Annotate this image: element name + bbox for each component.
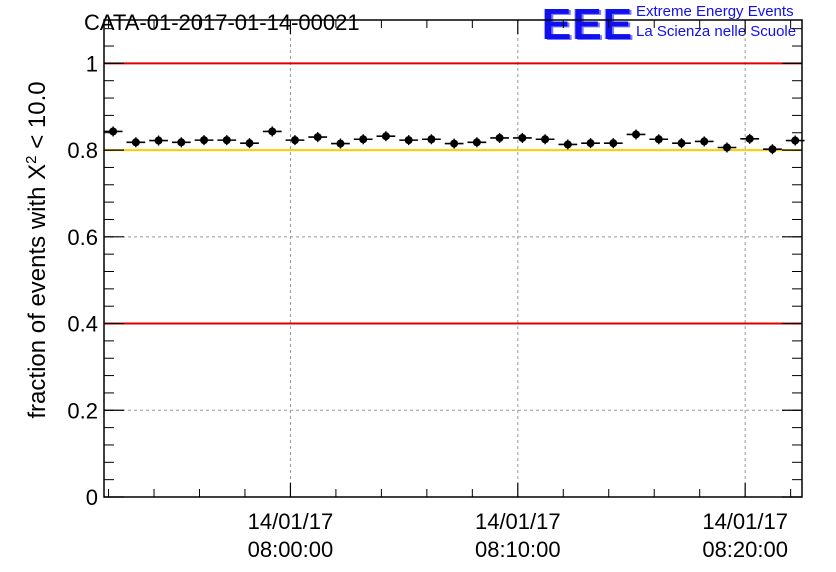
grid-layer [104, 20, 802, 497]
data-point [268, 127, 277, 136]
data-point [632, 130, 641, 139]
y-tick-label: 0.8 [67, 138, 98, 163]
data-point [290, 136, 299, 145]
logo-line-1: Extreme Energy Events [636, 3, 794, 20]
x-axis: 14/01/17 08:00:00 14/01/17 08:10:00 14/01/17… [108, 20, 792, 562]
data-point [722, 143, 731, 152]
data-point [427, 135, 436, 144]
data-point [200, 136, 209, 145]
eee-logo-text: Extreme Energy Events La Scienza nelle S… [636, 2, 796, 42]
data-point [609, 139, 618, 148]
data-point [745, 134, 754, 143]
data-point [222, 136, 231, 145]
data-point [654, 135, 663, 144]
y-axis: 0 0.2 0.4 0.6 0.8 1 [67, 28, 802, 510]
data-point [109, 127, 118, 136]
data-point [677, 139, 686, 148]
data-point [495, 133, 504, 142]
data-point [336, 139, 345, 148]
data-point [586, 139, 595, 148]
y-tick-label: 1 [86, 51, 98, 76]
y-tick-label: 0.2 [67, 398, 98, 423]
x-tick-label-time: 08:00:00 [248, 537, 334, 562]
data-point [404, 136, 413, 145]
data-point [245, 139, 254, 148]
x-tick-label-time: 08:10:00 [475, 537, 561, 562]
data-point [518, 133, 527, 142]
y-tick-label: 0.4 [67, 312, 98, 337]
data-point [131, 138, 140, 147]
reference-lines [104, 62, 802, 325]
y-tick-label: 0.6 [67, 225, 98, 250]
data-point [791, 136, 800, 145]
x-tick-label-date: 14/01/17 [248, 509, 334, 534]
data-point [313, 133, 322, 142]
y-tick-label: 0 [86, 485, 98, 510]
eee-logo-mark: EEE [542, 0, 634, 49]
data-point [359, 135, 368, 144]
data-point [381, 132, 390, 141]
x-tick-label-time: 08:20:00 [702, 537, 788, 562]
data-point [177, 138, 186, 147]
data-point [541, 135, 550, 144]
x-tick-label-date: 14/01/17 [702, 509, 788, 534]
x-tick-label-date: 14/01/17 [475, 509, 561, 534]
data-point [563, 140, 572, 149]
data-point [450, 139, 459, 148]
plot-frame [103, 19, 803, 498]
data-point [700, 137, 709, 146]
logo-line-2: La Scienza nelle Scuole [636, 23, 797, 40]
chart-title: CATA-01-2017-01-14-00021 [84, 10, 360, 35]
data-point [472, 138, 481, 147]
data-point [154, 136, 163, 145]
data-point [768, 145, 777, 154]
data-points [103, 126, 805, 155]
